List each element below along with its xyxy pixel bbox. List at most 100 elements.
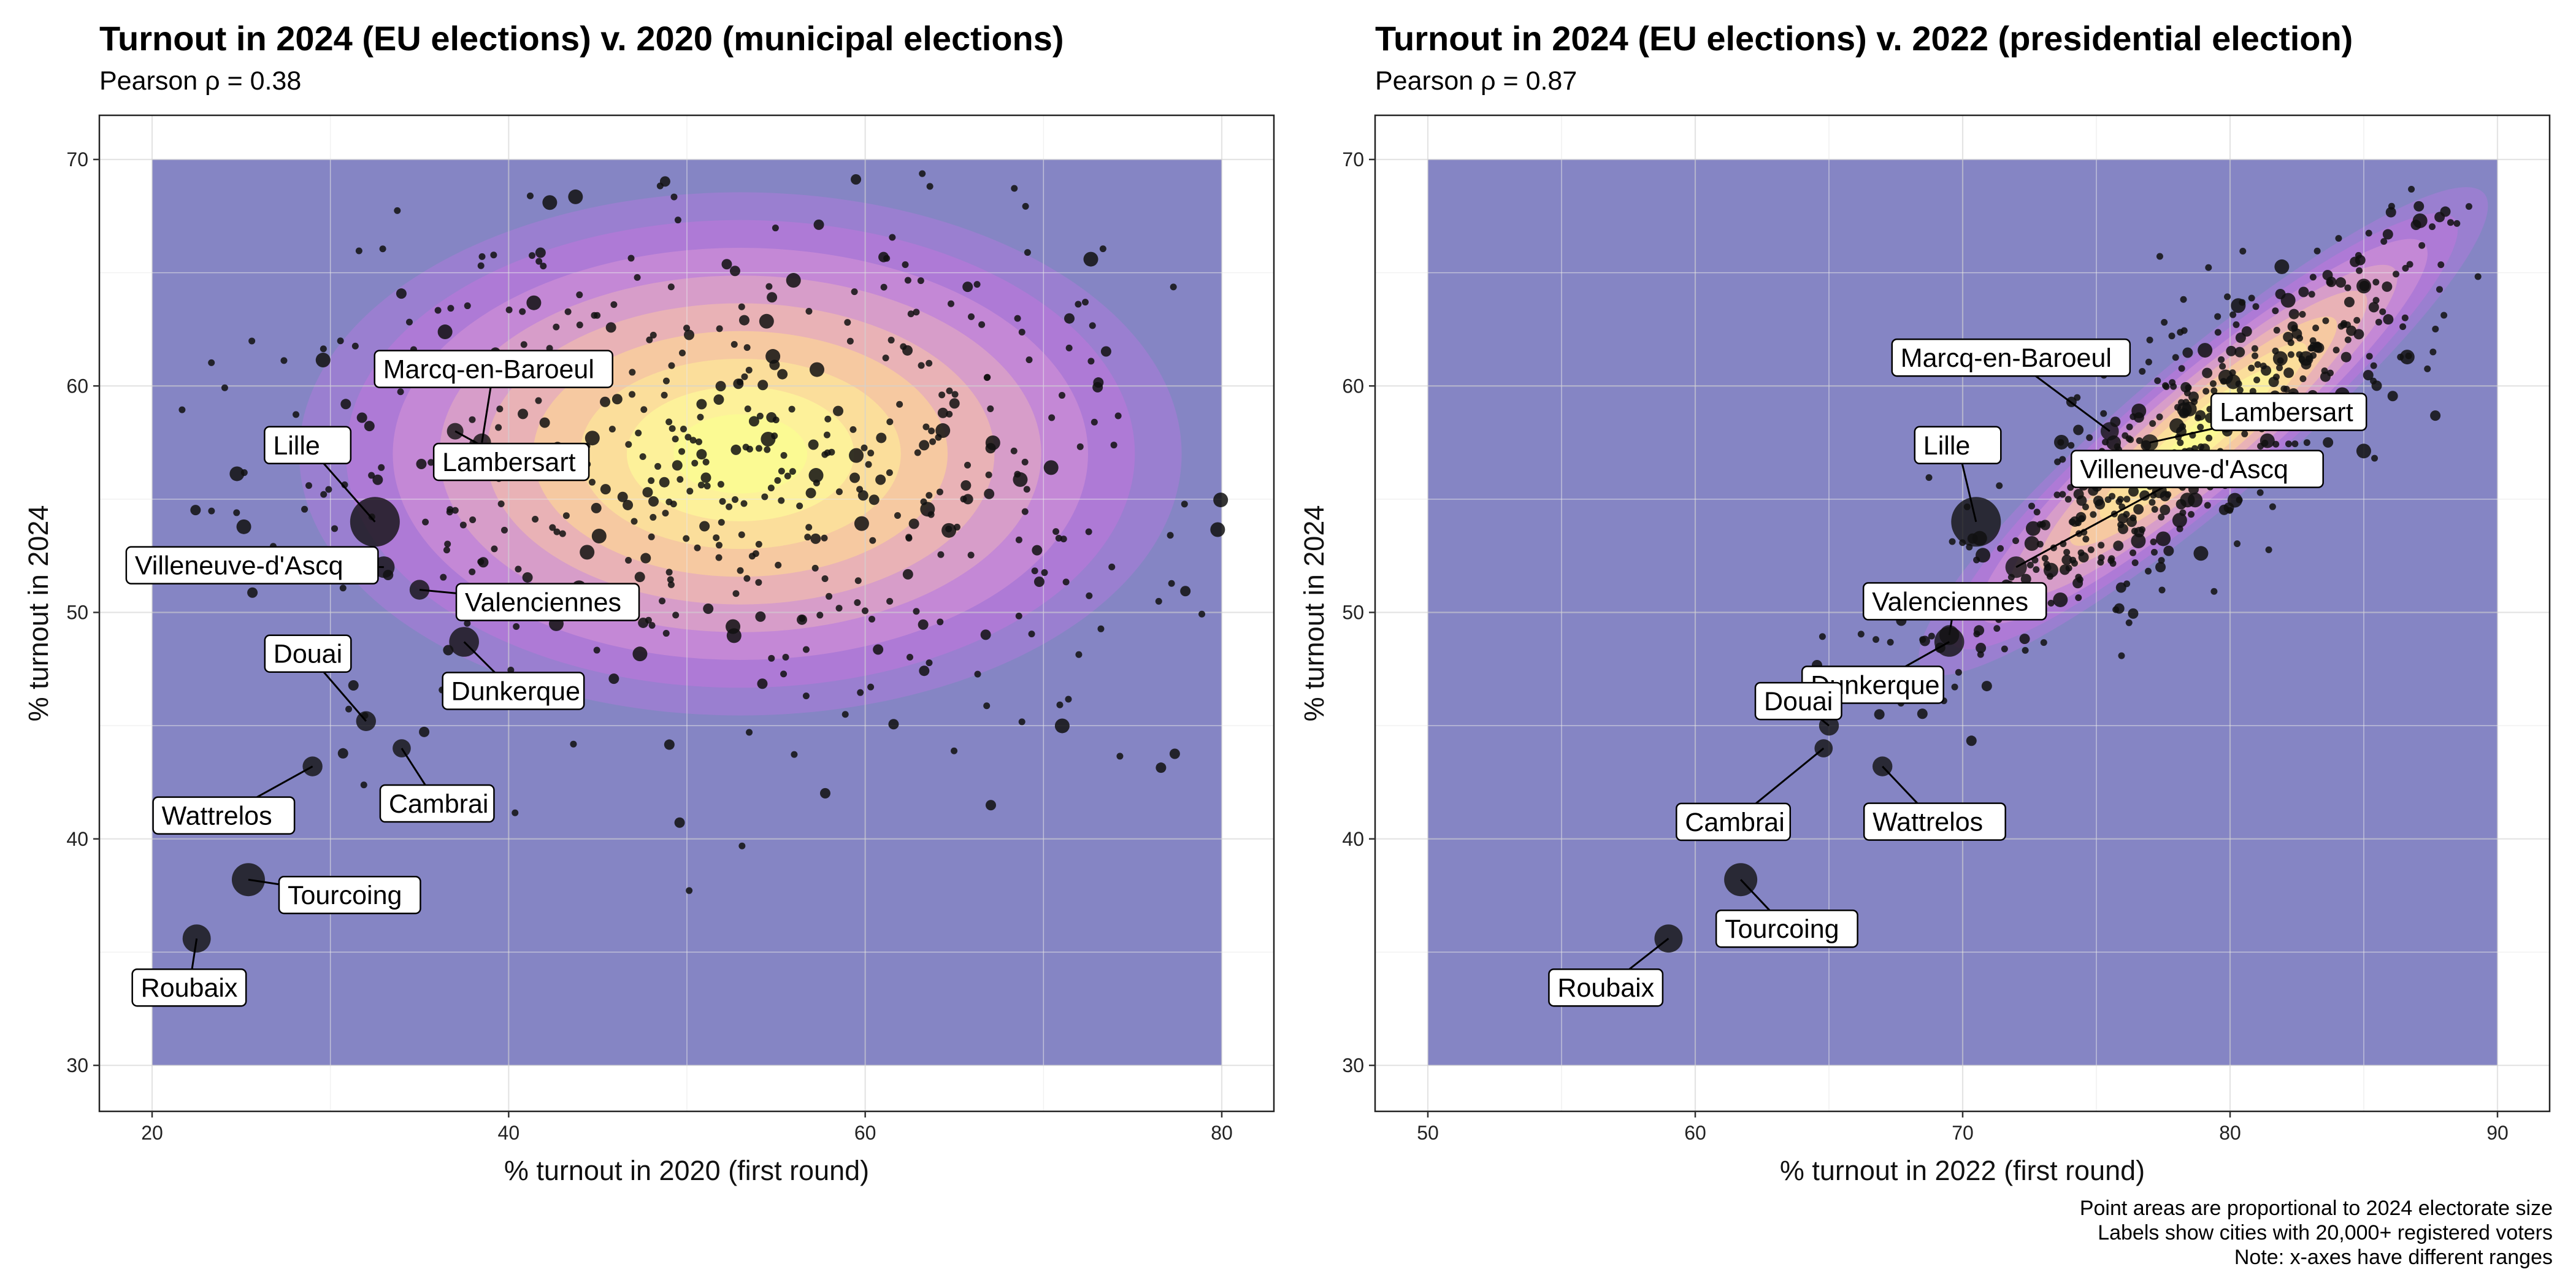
city-label-box bbox=[264, 426, 352, 465]
data-point bbox=[2053, 491, 2061, 499]
data-point bbox=[1089, 322, 1096, 329]
data-point bbox=[559, 530, 566, 537]
data-point bbox=[2320, 371, 2331, 382]
data-point bbox=[896, 401, 903, 408]
data-point bbox=[2041, 554, 2049, 562]
data-point bbox=[576, 291, 583, 299]
data-point bbox=[2429, 223, 2436, 231]
data-point bbox=[743, 344, 751, 351]
data-point bbox=[642, 487, 653, 498]
data-point bbox=[715, 381, 726, 392]
data-point bbox=[221, 384, 228, 391]
chart-subtitle: Pearson ρ = 0.38 bbox=[99, 66, 302, 96]
data-point bbox=[1108, 563, 1116, 570]
data-point bbox=[623, 499, 634, 510]
data-point bbox=[2218, 356, 2225, 363]
data-point bbox=[929, 438, 937, 445]
data-point bbox=[835, 605, 843, 612]
data-point bbox=[949, 398, 960, 409]
data-point bbox=[2198, 343, 2213, 358]
data-point bbox=[629, 369, 636, 376]
y-axis-label: % turnout in 2024 bbox=[1298, 505, 1330, 722]
data-point bbox=[951, 747, 958, 754]
data-point bbox=[2156, 253, 2163, 260]
data-point bbox=[914, 449, 921, 456]
city-label-box bbox=[2070, 450, 2324, 488]
data-point bbox=[833, 405, 844, 416]
city-label-box bbox=[1863, 802, 2006, 841]
data-point bbox=[2019, 634, 2030, 645]
data-point bbox=[1028, 631, 1035, 638]
data-point bbox=[490, 251, 497, 259]
data-point bbox=[726, 503, 733, 510]
data-point bbox=[869, 537, 876, 544]
data-point bbox=[851, 288, 858, 296]
data-point bbox=[906, 654, 913, 661]
data-point bbox=[2117, 523, 2128, 534]
data-point bbox=[2053, 592, 2068, 607]
data-point bbox=[2182, 347, 2193, 358]
data-point bbox=[1022, 202, 1029, 210]
data-point bbox=[917, 277, 924, 285]
data-point bbox=[2251, 345, 2258, 352]
data-point bbox=[664, 739, 675, 750]
data-point bbox=[2287, 339, 2294, 347]
data-point bbox=[684, 329, 695, 340]
data-point bbox=[2432, 325, 2439, 332]
data-point bbox=[2150, 539, 2157, 546]
x-tick-label: 60 bbox=[854, 1122, 876, 1144]
data-point bbox=[2333, 347, 2340, 354]
data-point bbox=[2365, 229, 2372, 237]
data-point bbox=[2059, 491, 2066, 498]
city-label: Wattrelos bbox=[1873, 808, 1983, 837]
data-point bbox=[2299, 375, 2307, 383]
data-point bbox=[2299, 310, 2306, 318]
data-point bbox=[737, 567, 744, 574]
data-point bbox=[1018, 718, 1025, 726]
data-point bbox=[672, 435, 679, 443]
data-point bbox=[2372, 297, 2380, 304]
data-point bbox=[549, 524, 556, 531]
data-point bbox=[2193, 546, 2209, 561]
data-point bbox=[1081, 299, 1089, 306]
data-point bbox=[2252, 352, 2259, 359]
data-point bbox=[2158, 513, 2165, 521]
data-point bbox=[459, 521, 467, 529]
data-point bbox=[880, 283, 887, 291]
data-point bbox=[713, 394, 724, 405]
data-point bbox=[967, 551, 975, 559]
data-point bbox=[469, 568, 476, 575]
data-point bbox=[1087, 358, 1095, 365]
data-point bbox=[2308, 291, 2315, 298]
data-point bbox=[2068, 518, 2076, 526]
city-label: Lille bbox=[1923, 431, 1971, 461]
data-point bbox=[775, 561, 782, 569]
data-point bbox=[2128, 608, 2139, 619]
data-point bbox=[937, 551, 945, 558]
data-point bbox=[2256, 489, 2264, 496]
data-point bbox=[478, 253, 486, 260]
data-point bbox=[742, 443, 749, 451]
data-point bbox=[2197, 423, 2204, 431]
data-point bbox=[1993, 625, 2001, 632]
data-point bbox=[2127, 436, 2134, 443]
data-point bbox=[2128, 486, 2139, 497]
data-point bbox=[935, 423, 951, 439]
data-point bbox=[2205, 264, 2212, 271]
city-label-box bbox=[125, 546, 379, 585]
data-point bbox=[469, 416, 476, 423]
data-point bbox=[2303, 439, 2310, 447]
data-point bbox=[2180, 296, 2187, 303]
data-point bbox=[913, 608, 920, 615]
data-point bbox=[2285, 440, 2292, 448]
data-point bbox=[1169, 748, 1180, 759]
data-point bbox=[1974, 625, 1985, 636]
data-point bbox=[1064, 313, 1075, 324]
data-point bbox=[2288, 309, 2299, 320]
data-point bbox=[315, 353, 331, 368]
data-point bbox=[1023, 486, 1030, 493]
data-point bbox=[2371, 380, 2382, 391]
data-point bbox=[2356, 267, 2363, 274]
data-point bbox=[2223, 502, 2234, 513]
x-tick-label: 20 bbox=[141, 1122, 163, 1144]
